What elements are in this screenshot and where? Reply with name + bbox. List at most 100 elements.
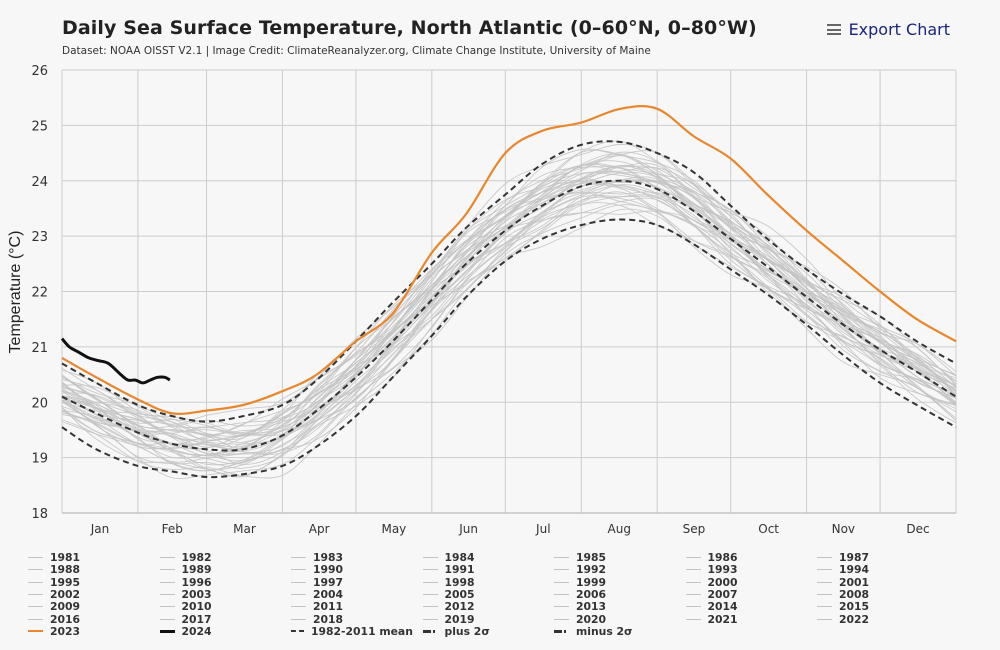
legend-label: 1983: [313, 551, 344, 564]
legend-swatch: [28, 630, 43, 633]
legend-item[interactable]: 2004: [291, 588, 343, 601]
legend-item[interactable]: 1981: [28, 551, 80, 564]
legend-swatch: [159, 569, 175, 571]
legend-swatch: [554, 629, 569, 633]
legend-label: 2004: [313, 587, 344, 601]
legend-label: 2017: [181, 612, 212, 626]
legend-label: 2024: [181, 624, 212, 638]
legend-swatch: [685, 606, 701, 608]
grid-lines: [61, 69, 957, 514]
legend-item[interactable]: 2010: [159, 600, 212, 613]
series-line-2019: [61, 150, 957, 428]
legend-item[interactable]: 2008: [817, 588, 869, 601]
legend-item[interactable]: 2006: [554, 588, 606, 601]
legend-label: 1994: [839, 563, 870, 577]
legend-item[interactable]: 2011: [291, 600, 343, 613]
legend-item[interactable]: 1990: [291, 563, 343, 576]
legend-item[interactable]: 2012: [422, 600, 475, 614]
legend-label: 1981: [50, 551, 81, 564]
series-line-2023: [61, 105, 957, 415]
legend-item[interactable]: 2015: [817, 600, 869, 613]
legend-item[interactable]: 2020: [554, 613, 606, 626]
legend-label: 2006: [576, 587, 607, 601]
legend-item[interactable]: 2023: [28, 625, 80, 638]
legend-item[interactable]: 1986: [685, 551, 738, 564]
legend-item[interactable]: minus 2σ: [554, 625, 632, 638]
legend-item[interactable]: 2022: [817, 613, 869, 626]
historical-year-lines: [61, 140, 957, 480]
x-tick-label: Nov: [832, 522, 855, 536]
legend-item[interactable]: 2007: [685, 588, 738, 601]
legend-label: 1982: [181, 551, 212, 564]
x-tick-label: Apr: [309, 522, 330, 536]
legend-item[interactable]: 2016: [28, 613, 80, 626]
legend-label: 2003: [181, 587, 212, 601]
legend-item[interactable]: 2019: [422, 613, 475, 626]
export-chart-button[interactable]: Export Chart: [826, 20, 950, 39]
legend-swatch: [28, 618, 43, 620]
legend-item[interactable]: 2018: [291, 613, 343, 626]
x-tick-label: Feb: [162, 522, 183, 536]
legend-swatch: [554, 581, 569, 583]
series-line-2012: [61, 160, 957, 437]
legend-swatch: [422, 629, 438, 633]
legend-label: plus 2σ: [444, 624, 490, 638]
legend-item[interactable]: 1993: [685, 563, 738, 576]
legend-label: 2005: [444, 587, 475, 601]
x-tick-label: May: [381, 522, 406, 536]
legend-item[interactable]: 2001: [817, 576, 869, 589]
series-line-1982-2011-mean: [61, 179, 957, 452]
legend-item[interactable]: plus 2σ: [422, 624, 490, 638]
series-line-minus-2: [61, 218, 957, 479]
legend-item[interactable]: 2009: [28, 600, 80, 613]
legend-item[interactable]: 2021: [685, 613, 738, 626]
legend-item[interactable]: 1982: [159, 551, 212, 564]
legend-item[interactable]: 2024: [159, 624, 212, 638]
legend-swatch: [685, 581, 701, 583]
legend-item[interactable]: 2003: [159, 587, 212, 601]
legend-item[interactable]: 1991: [422, 563, 475, 576]
series-line-1994: [61, 191, 957, 456]
legend-label: 1986: [707, 551, 738, 564]
legend-swatch: [422, 606, 438, 608]
legend-item[interactable]: 2002: [28, 588, 80, 601]
legend-item[interactable]: 1999: [554, 576, 606, 589]
legend-label: 2012: [444, 600, 475, 614]
y-tick-label: 20: [31, 396, 48, 411]
series-line-1993: [61, 183, 957, 465]
legend-label: 1985: [576, 551, 607, 564]
legend-item[interactable]: 2014: [685, 600, 738, 613]
legend-swatch: [554, 557, 569, 558]
x-tick-label: Jun: [458, 522, 478, 536]
legend-item[interactable]: 1983: [291, 551, 343, 564]
legend-item[interactable]: 1987: [817, 551, 869, 564]
legend-swatch: [28, 581, 43, 583]
legend-item[interactable]: 2013: [554, 600, 606, 613]
legend-item[interactable]: 1992: [554, 563, 606, 576]
series-line-2008: [61, 162, 957, 442]
legend-item[interactable]: 2000: [685, 576, 738, 589]
x-tick-label: Oct: [758, 522, 779, 536]
legend-item[interactable]: 1998: [422, 576, 475, 589]
legend-item[interactable]: 1994: [817, 563, 869, 576]
legend-item[interactable]: 1996: [159, 576, 212, 589]
legend-label: 1995: [50, 575, 81, 589]
legend-swatch: [817, 557, 832, 558]
series-line-1985: [61, 196, 957, 478]
legend-item[interactable]: 1982-2011 mean: [291, 625, 413, 638]
legend-item[interactable]: 1985: [554, 551, 606, 564]
legend-label: 1999: [576, 575, 607, 589]
legend-label: 2023: [50, 624, 81, 638]
y-tick-label: 25: [31, 119, 48, 134]
legend-item[interactable]: 1997: [291, 576, 343, 589]
legend-item[interactable]: 2005: [422, 587, 475, 601]
legend-swatch: [291, 557, 306, 558]
legend-item[interactable]: 1989: [159, 563, 212, 576]
series-line-1984: [61, 208, 957, 479]
legend-swatch: [159, 581, 175, 583]
statistic-lines: [61, 140, 957, 479]
legend-item[interactable]: 1988: [28, 563, 80, 576]
legend-item[interactable]: 1995: [28, 576, 80, 589]
legend-item[interactable]: 1984: [422, 551, 475, 564]
legend-item[interactable]: 2017: [159, 612, 212, 626]
